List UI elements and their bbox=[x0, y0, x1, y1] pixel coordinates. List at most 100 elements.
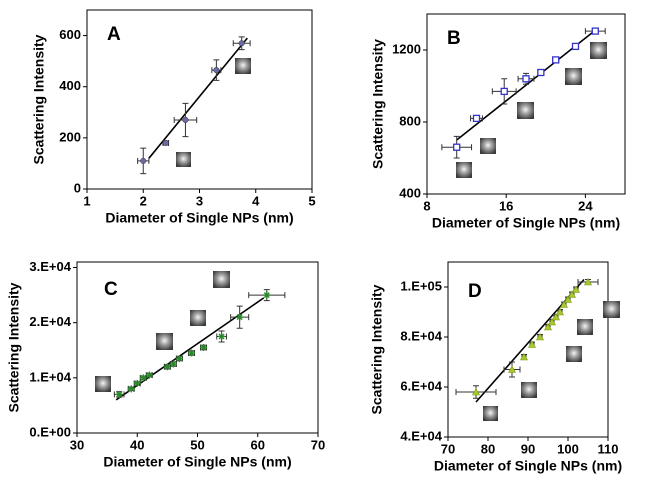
y-tick-label: 1.E+04 bbox=[29, 369, 71, 384]
y-tick-label: 8.E+04 bbox=[400, 328, 442, 343]
data-point bbox=[236, 313, 244, 321]
nanoparticle-image bbox=[577, 319, 593, 335]
data-point bbox=[563, 295, 573, 303]
x-axis-title: Diameter of Single NPs (nm) bbox=[105, 210, 293, 226]
x-tick-label: 110 bbox=[598, 441, 619, 456]
y-tick-label: 0 bbox=[74, 180, 81, 195]
x-tick-label: 100 bbox=[557, 441, 579, 456]
y-tick-label: 200 bbox=[59, 129, 81, 144]
data-point bbox=[555, 307, 565, 316]
data-point bbox=[200, 344, 208, 351]
data-point bbox=[571, 42, 580, 51]
x-tick-label: 16 bbox=[499, 198, 513, 213]
y-axis-title: Scattering Intensity bbox=[370, 39, 386, 169]
y-tick-label: 1200 bbox=[392, 41, 421, 56]
data-point bbox=[169, 360, 177, 368]
data-point bbox=[591, 27, 599, 35]
nanoparticle-image bbox=[483, 406, 498, 421]
data-point bbox=[500, 87, 508, 96]
data-point bbox=[139, 374, 147, 382]
data-point bbox=[552, 56, 560, 64]
y-tick-label: 600 bbox=[59, 27, 81, 42]
nanoparticle-image bbox=[565, 68, 582, 85]
x-tick-label: 70 bbox=[311, 437, 325, 452]
plot-frame bbox=[86, 9, 313, 190]
data-point bbox=[133, 379, 141, 387]
data-point bbox=[145, 371, 153, 379]
data-point bbox=[551, 312, 561, 321]
data-point bbox=[543, 322, 553, 331]
x-tick-label: 3 bbox=[196, 193, 203, 208]
data-point bbox=[163, 363, 171, 371]
x-axis-title: Diameter of Single NPs (nm) bbox=[103, 454, 291, 470]
x-tick-label: 70 bbox=[441, 441, 455, 456]
x-axis-title: Diameter of Single NPs (nm) bbox=[432, 215, 620, 231]
y-tick-label: 4.E+04 bbox=[400, 428, 442, 443]
data-point bbox=[218, 332, 226, 340]
panel-label: D bbox=[468, 281, 482, 302]
nanoparticle-image bbox=[521, 382, 537, 398]
x-tick-label: 60 bbox=[251, 437, 265, 452]
data-point bbox=[162, 139, 169, 147]
panel-label: C bbox=[104, 279, 118, 300]
y-axis-title: Scattering Intensity bbox=[31, 34, 47, 164]
y-tick-label: 0.E+00 bbox=[29, 424, 71, 439]
data-point bbox=[547, 317, 557, 326]
y-tick-label: 3.E+04 bbox=[29, 259, 71, 274]
nanoparticle-image bbox=[156, 333, 173, 350]
y-tick-label: 800 bbox=[399, 113, 421, 128]
data-point bbox=[472, 114, 481, 123]
nanoparticle-image bbox=[603, 301, 620, 318]
nanoparticle-image bbox=[235, 58, 251, 74]
data-point bbox=[507, 365, 517, 373]
nanoparticle-image bbox=[456, 162, 472, 178]
nanoparticle-image bbox=[176, 152, 191, 167]
y-tick-label: 2.E+04 bbox=[29, 314, 71, 329]
x-axis-title: Diameter of Single NPs (nm) bbox=[434, 458, 622, 474]
plot-frame bbox=[426, 13, 626, 195]
x-tick-label: 1 bbox=[83, 193, 90, 208]
data-point bbox=[522, 75, 530, 83]
data-point bbox=[567, 290, 577, 298]
x-tick-label: 5 bbox=[308, 193, 315, 208]
data-point bbox=[175, 355, 183, 363]
data-point bbox=[263, 291, 271, 299]
x-tick-label: 2 bbox=[140, 193, 147, 208]
x-tick-label: 30 bbox=[70, 437, 84, 452]
panel-label: A bbox=[107, 24, 121, 45]
x-tick-label: 80 bbox=[481, 441, 495, 456]
fit-line bbox=[148, 37, 248, 159]
y-tick-label: 6.E+04 bbox=[400, 378, 442, 393]
data-point bbox=[213, 67, 220, 74]
y-axis-title: Scattering Intensity bbox=[6, 282, 22, 412]
x-tick-label: 40 bbox=[130, 437, 144, 452]
data-point bbox=[453, 143, 461, 151]
nanoparticle-image bbox=[590, 42, 607, 59]
x-tick-label: 4 bbox=[252, 193, 260, 208]
y-tick-label: 400 bbox=[399, 185, 421, 200]
data-point bbox=[140, 157, 147, 164]
data-point bbox=[471, 387, 481, 396]
x-tick-label: 24 bbox=[578, 198, 593, 213]
data-point bbox=[559, 300, 569, 308]
data-point bbox=[537, 68, 545, 77]
data-point bbox=[182, 116, 189, 124]
data-point bbox=[527, 340, 537, 348]
data-point bbox=[187, 349, 195, 357]
y-tick-label: 400 bbox=[59, 78, 81, 93]
y-axis-title: Scattering Intensity bbox=[369, 284, 385, 414]
y-tick-label: 1.E+05 bbox=[400, 278, 442, 293]
panel-label: B bbox=[447, 28, 461, 49]
data-point bbox=[115, 390, 123, 398]
data-point bbox=[535, 332, 545, 341]
data-point bbox=[127, 385, 135, 393]
x-tick-label: 90 bbox=[521, 441, 535, 456]
nanoparticle-image bbox=[480, 138, 496, 154]
data-point bbox=[583, 277, 593, 286]
data-point bbox=[571, 285, 581, 293]
x-tick-label: 8 bbox=[423, 198, 430, 213]
nanoparticle-image bbox=[517, 102, 534, 119]
nanoparticle-image bbox=[190, 310, 206, 326]
nanoparticle-image bbox=[213, 271, 230, 288]
